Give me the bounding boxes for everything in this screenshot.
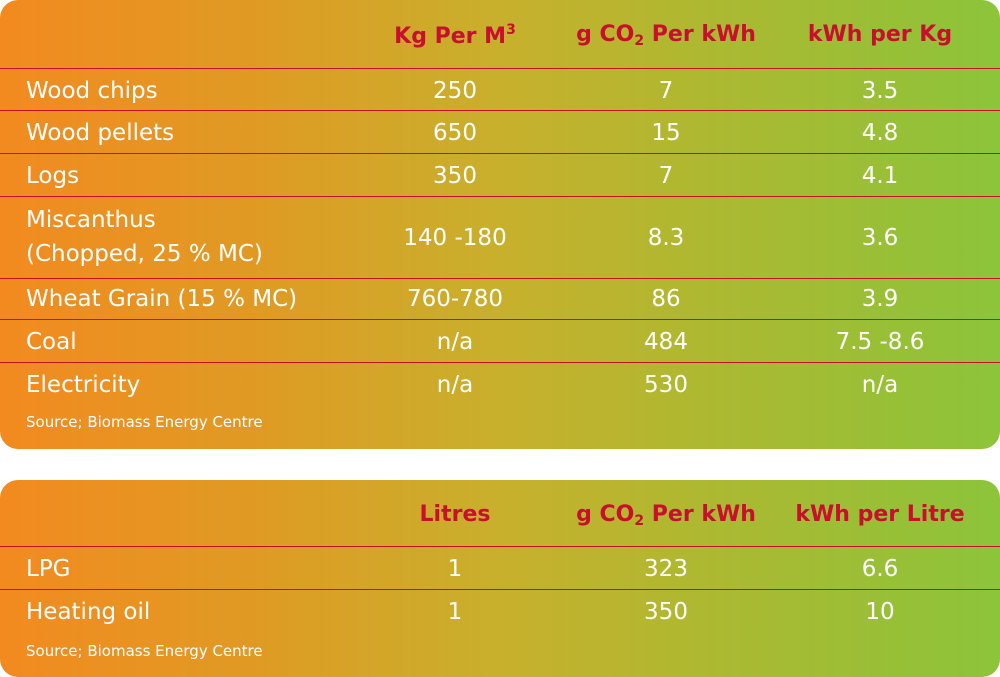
cell-kwh-per-kg: 3.6 — [861, 225, 899, 251]
table-row: Wheat Grain (15 % MC) 760-780 86 3.9 — [0, 278, 1000, 320]
row-label: Heating oil — [26, 599, 151, 625]
table-row: Logs 350 7 4.1 — [0, 153, 1000, 197]
cell-g-co2: 350 — [644, 599, 688, 625]
header-g-co2-per-kwh: g CO2 Per kWh — [576, 22, 756, 49]
cell-kg-per-m3: 140 -180 — [403, 225, 507, 251]
table-row: Wood pellets 650 15 4.8 — [0, 110, 1000, 154]
row-label: Wood chips — [26, 78, 158, 104]
header-kg-per-m3: Kg Per M3 — [394, 22, 516, 49]
cell-kg-per-m3: 250 — [433, 78, 477, 104]
cell-kg-per-m3: 350 — [433, 163, 477, 189]
cell-g-co2: 323 — [644, 556, 688, 582]
header-kwh-per-kg: kWh per Kg — [807, 22, 953, 47]
table-row: LPG 1 323 6.6 — [0, 546, 1000, 590]
fuel-table-panel: Litres g CO2 Per kWh kWh per Litre LPG 1… — [0, 480, 1000, 677]
header-g-co2-per-kwh: g CO2 Per kWh — [576, 502, 756, 529]
cell-kg-per-m3: n/a — [436, 372, 474, 398]
source-note: Source; Biomass Energy Centre — [26, 413, 263, 431]
table-row: Coal n/a 484 7.5 -8.6 — [0, 319, 1000, 363]
header-litres: Litres — [419, 502, 491, 527]
row-label: Wheat Grain (15 % MC) — [26, 286, 298, 312]
cell-litres: 1 — [447, 556, 463, 582]
table-header: Litres g CO2 Per kWh kWh per Litre — [0, 480, 1000, 529]
table-row: Heating oil 1 350 10 — [0, 589, 1000, 633]
cell-g-co2: 484 — [644, 329, 688, 355]
cell-g-co2: 15 — [651, 120, 681, 146]
table-row: Wood chips 250 7 3.5 — [0, 68, 1000, 111]
cell-kg-per-m3: 760-780 — [406, 286, 504, 312]
cell-g-co2: 8.3 — [647, 225, 685, 251]
table-row: Electricity n/a 530 n/a — [0, 362, 1000, 406]
cell-kwh-per-kg: 3.9 — [861, 286, 899, 312]
table-row: Miscanthus (Chopped, 25 % MC) 140 -180 8… — [0, 196, 1000, 279]
row-label: Coal — [26, 329, 77, 355]
cell-kwh-per-litre: 6.6 — [861, 556, 899, 582]
cell-kwh-per-kg: 3.5 — [861, 78, 899, 104]
cell-g-co2: 86 — [651, 286, 681, 312]
source-note: Source; Biomass Energy Centre — [26, 642, 263, 660]
cell-kwh-per-kg: 4.8 — [861, 120, 899, 146]
cell-kwh-per-kg: 7.5 -8.6 — [835, 329, 925, 355]
cell-g-co2: 7 — [658, 163, 674, 189]
row-label: LPG — [26, 556, 71, 582]
table-header: Kg Per M3 g CO2 Per kWh kWh per Kg — [0, 0, 1000, 49]
cell-kwh-per-kg: 4.1 — [861, 163, 899, 189]
cell-kg-per-m3: n/a — [436, 329, 474, 355]
cell-kwh-per-kg: n/a — [861, 372, 899, 398]
row-label: Wood pellets — [26, 120, 175, 146]
cell-kwh-per-litre: 10 — [865, 599, 895, 625]
row-label: Miscanthus — [26, 207, 156, 233]
cell-g-co2: 530 — [644, 372, 688, 398]
row-label: Electricity — [26, 372, 141, 398]
row-label-line2: (Chopped, 25 % MC) — [26, 241, 263, 267]
cell-g-co2: 7 — [658, 78, 674, 104]
cell-litres: 1 — [447, 599, 463, 625]
header-kwh-per-litre: kWh per Litre — [795, 502, 965, 527]
row-label: Logs — [26, 163, 80, 189]
biomass-table-panel: Kg Per M3 g CO2 Per kWh kWh per Kg Wood … — [0, 0, 1000, 449]
cell-kg-per-m3: 650 — [433, 120, 477, 146]
